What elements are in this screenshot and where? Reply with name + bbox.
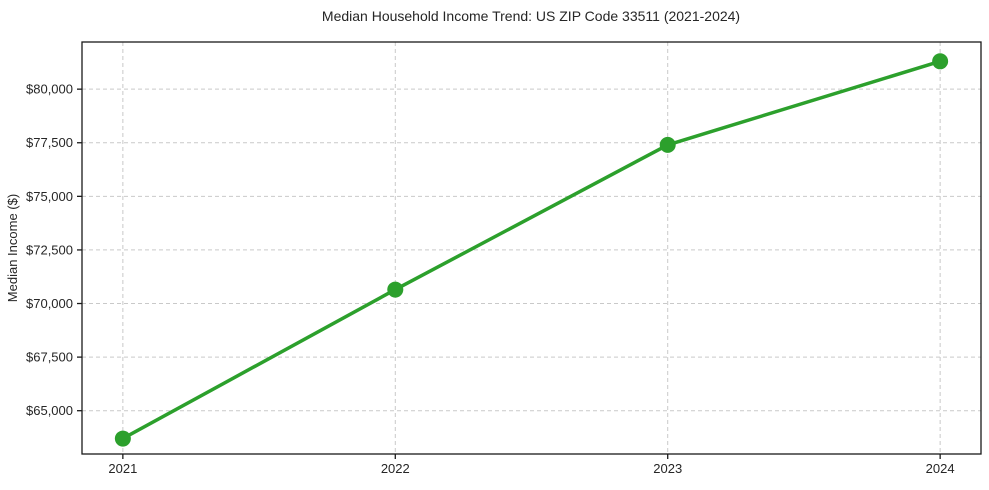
plot-border	[81, 41, 982, 455]
y-tick-label: $70,000	[26, 296, 73, 311]
x-tick-label: 2021	[108, 461, 137, 476]
x-tick-label: 2022	[381, 461, 410, 476]
x-tick-label: 2023	[653, 461, 682, 476]
data-point	[932, 53, 949, 70]
y-tick-label: $75,000	[26, 189, 73, 204]
series-layer	[114, 53, 949, 447]
data-line	[121, 59, 942, 441]
data-point	[659, 136, 676, 153]
y-tick-label: $77,500	[26, 135, 73, 150]
chart-title: Median Household Income Trend: US ZIP Co…	[322, 8, 740, 24]
x-tick-label: 2024	[926, 461, 955, 476]
data-point	[114, 430, 131, 447]
y-tick-label: $65,000	[26, 403, 73, 418]
y-tick-label: $72,500	[26, 242, 73, 257]
y-tick-label: $80,000	[26, 82, 73, 97]
data-point	[387, 281, 404, 298]
tick-layer: $65,000 $67,500 $70,000 $72,500 $75,000 $77,5…	[26, 82, 955, 476]
y-axis-label: Median Income ($)	[5, 194, 20, 302]
y-tick-label: $67,500	[26, 350, 73, 365]
grid-layer	[82, 42, 981, 454]
